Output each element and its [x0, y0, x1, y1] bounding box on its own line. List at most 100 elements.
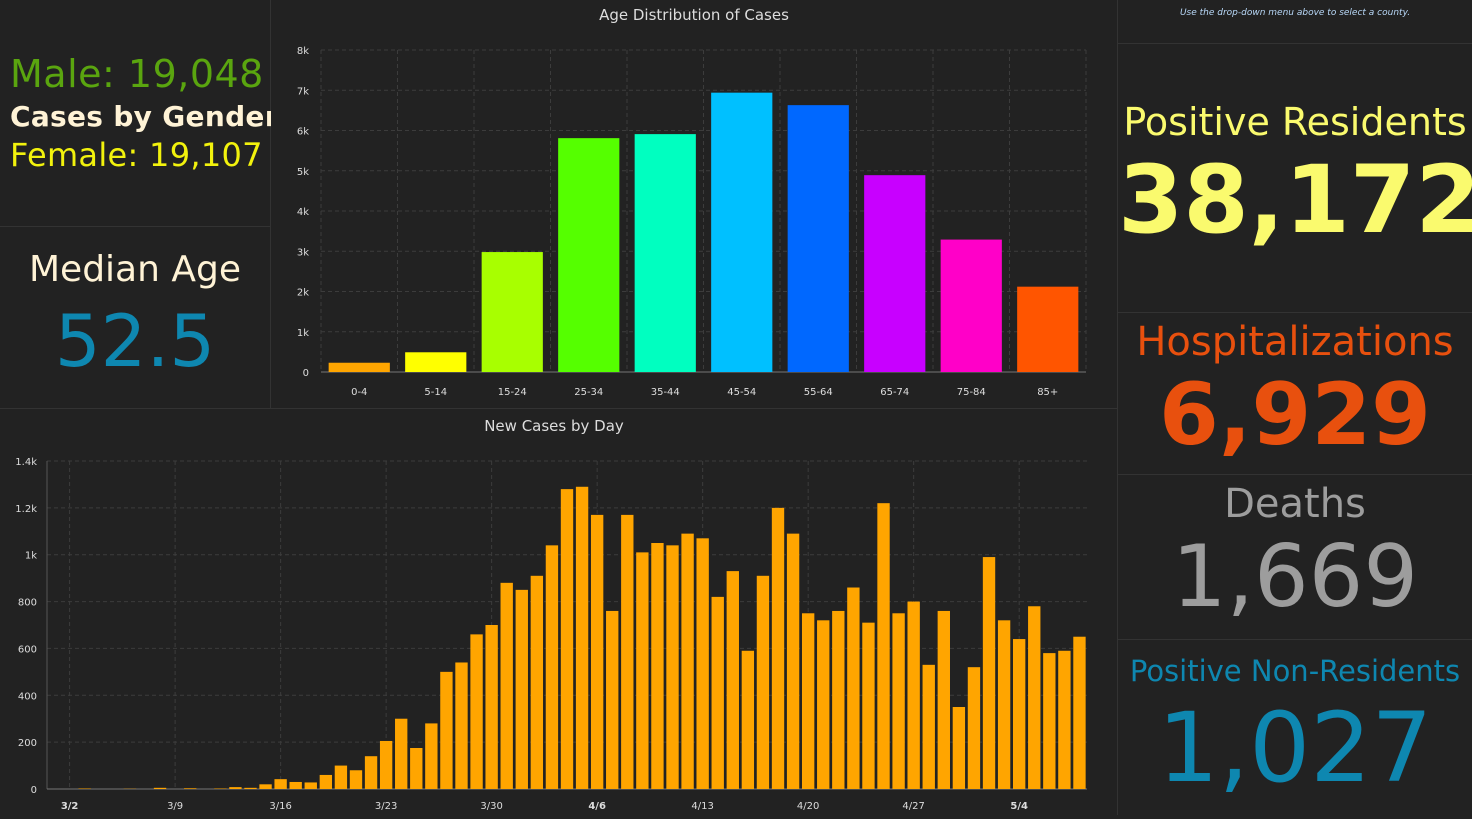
day-bar [696, 538, 708, 789]
y-tick-label: 400 [18, 691, 37, 702]
day-bar [410, 748, 422, 789]
day-bar [757, 576, 769, 789]
median-age-label: Median Age [0, 249, 270, 290]
x-tick-label: 3/9 [167, 801, 183, 812]
age-bar [1017, 287, 1078, 372]
day-bar [651, 543, 663, 789]
median-age-value: 52.5 [0, 299, 270, 383]
median-age-panel: Median Age 52.5 [0, 227, 270, 408]
non-residents-label: Positive Non-Residents [1118, 654, 1472, 688]
day-bar [772, 508, 784, 789]
y-tick-label: 0 [31, 785, 37, 796]
y-tick-label: 0 [303, 368, 309, 379]
day-bar [832, 611, 844, 789]
day-bar [440, 672, 452, 789]
day-bar [395, 719, 407, 789]
day-bar [1058, 651, 1070, 789]
day-bar [259, 784, 271, 789]
y-tick-label: 1.2k [15, 504, 37, 515]
county-hint: Use the drop-down menu above to select a… [1118, 8, 1472, 18]
x-tick-label: 75-84 [957, 387, 986, 398]
y-tick-label: 4k [297, 207, 309, 218]
day-bar [787, 534, 799, 789]
day-bar [274, 779, 286, 789]
x-tick-label: 3/2 [61, 801, 79, 812]
y-tick-label: 800 [18, 598, 37, 609]
y-tick-label: 1k [25, 551, 37, 562]
x-tick-label: 35-44 [651, 387, 680, 398]
day-bar [425, 723, 437, 789]
day-bar [350, 770, 362, 789]
day-bar [923, 665, 935, 789]
age-bar [711, 93, 772, 372]
day-bar [712, 597, 724, 789]
day-bar [576, 487, 588, 789]
female-count: Female: 19,107 [10, 136, 265, 174]
x-tick-label: 45-54 [727, 387, 756, 398]
positive-residents-panel: Positive Residents 38,172 [1118, 44, 1472, 312]
x-tick-label: 5/4 [1010, 801, 1028, 812]
x-tick-label: 55-64 [804, 387, 833, 398]
x-tick-label: 25-34 [574, 387, 603, 398]
y-tick-label: 1k [297, 328, 309, 339]
day-bar [817, 620, 829, 789]
x-tick-label: 0-4 [351, 387, 367, 398]
gender-panel: Male: 19,048 Cases by Gender Female: 19,… [0, 0, 270, 226]
age-bar [558, 138, 619, 372]
hospitalizations-panel: Hospitalizations 6,929 [1118, 313, 1472, 474]
y-tick-label: 200 [18, 738, 37, 749]
day-bar [802, 613, 814, 789]
day-bar [546, 545, 558, 789]
non-residents-value: 1,027 [1118, 692, 1472, 804]
deaths-panel: Deaths 1,669 [1118, 475, 1472, 639]
x-tick-label: 15-24 [498, 387, 527, 398]
day-bar [1013, 639, 1025, 789]
age-bar [788, 105, 849, 372]
male-count: Male: 19,048 [10, 52, 265, 96]
day-bar [892, 613, 904, 789]
day-bar [606, 611, 618, 789]
y-tick-label: 600 [18, 644, 37, 655]
day-bar [335, 766, 347, 789]
age-bar [405, 352, 466, 372]
y-tick-label: 6k [297, 127, 309, 138]
day-bar [636, 552, 648, 789]
x-tick-label: 3/23 [375, 801, 397, 812]
day-bar [938, 611, 950, 789]
positive-residents-value: 38,172 [1118, 146, 1472, 255]
day-bar [953, 707, 965, 789]
y-tick-label: 2k [297, 288, 309, 299]
day-bar [727, 571, 739, 789]
day-bar [983, 557, 995, 789]
day-bar [229, 787, 241, 789]
x-tick-label: 4/6 [588, 801, 606, 812]
age-bar [864, 175, 925, 372]
age-chart-title: Age Distribution of Cases [599, 6, 789, 24]
y-tick-label: 3k [297, 247, 309, 258]
y-tick-label: 8k [297, 46, 309, 57]
day-bar [1028, 606, 1040, 789]
day-bar [184, 788, 196, 789]
age-bar [329, 363, 390, 372]
day-bar [320, 775, 332, 789]
day-bar [365, 756, 377, 789]
day-bar [877, 503, 889, 789]
day-bar [154, 788, 166, 789]
day-bar [621, 515, 633, 789]
new-cases-chart-title: New Cases by Day [484, 417, 624, 435]
hospitalizations-value: 6,929 [1118, 365, 1472, 465]
x-tick-label: 65-74 [880, 387, 909, 398]
day-bar [455, 662, 467, 789]
day-bar [1073, 637, 1085, 789]
day-bar [681, 534, 693, 789]
day-bar [380, 741, 392, 789]
hospitalizations-label: Hospitalizations [1118, 319, 1472, 365]
day-bar [666, 545, 678, 789]
positive-residents-label: Positive Residents [1118, 100, 1472, 144]
day-bar [847, 588, 859, 789]
day-bar [1043, 653, 1055, 789]
deaths-value: 1,669 [1118, 527, 1472, 627]
